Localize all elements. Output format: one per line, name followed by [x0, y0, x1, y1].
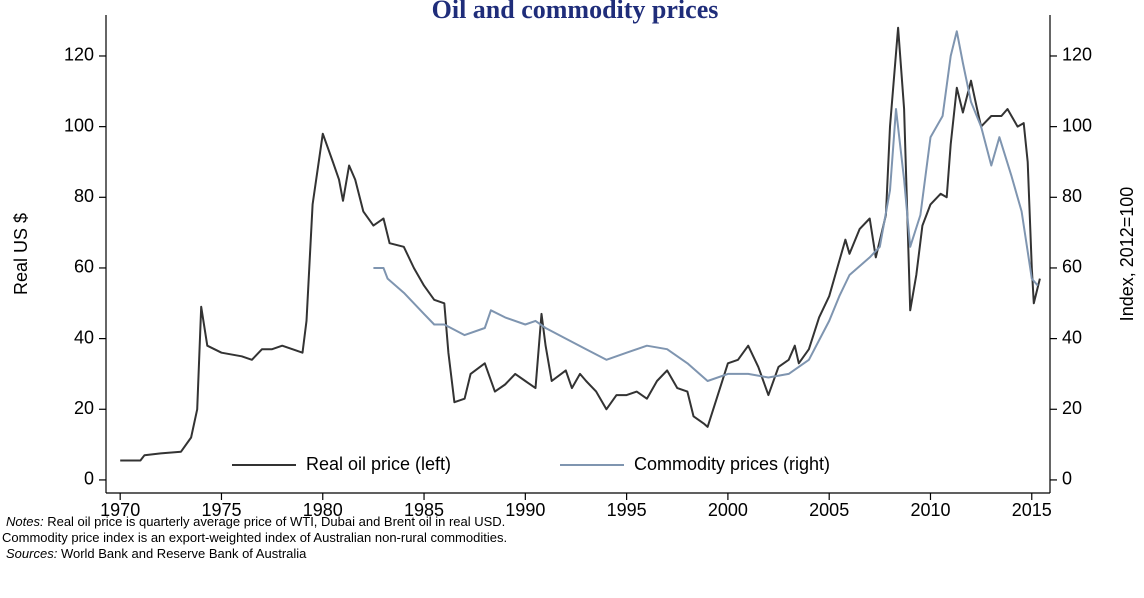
y-tick-label: 120: [64, 45, 94, 65]
x-tick-label: 1980: [303, 500, 343, 520]
notes: Notes: Real oil price is quarterly avera…: [6, 514, 505, 529]
y-tick-label: 0: [84, 469, 94, 489]
x-tick-label: 1985: [404, 500, 444, 520]
x-tick-label: 2000: [708, 500, 748, 520]
y2-tick-label: 40: [1062, 327, 1082, 347]
x-tick-label: 1975: [201, 500, 241, 520]
x-tick-label: 1970: [100, 500, 140, 520]
notes-text: Real oil price is quarterly average pric…: [47, 514, 505, 529]
y2-tick-label: 120: [1062, 45, 1092, 65]
y2-tick-label: 0: [1062, 469, 1072, 489]
series-line: [120, 26, 1041, 462]
series-line: [373, 30, 1039, 382]
x-tick-label: 2005: [809, 500, 849, 520]
y-axis-label: Real US $: [11, 213, 31, 295]
x-tick-label: 1995: [607, 500, 647, 520]
y-tick-label: 40: [74, 327, 94, 347]
y2-axis-label: Index, 2012=100: [1117, 187, 1137, 322]
y2-tick-label: 60: [1062, 257, 1082, 277]
y-tick-label: 80: [74, 186, 94, 206]
y2-tick-label: 100: [1062, 115, 1092, 135]
y2-tick-label: 80: [1062, 186, 1082, 206]
sources-text: World Bank and Reserve Bank of Australia: [61, 546, 307, 561]
notes-label: Notes:: [6, 514, 44, 529]
sources: Sources: World Bank and Reserve Bank of …: [6, 546, 307, 561]
sources-label: Sources:: [6, 546, 58, 561]
x-tick-label: 1990: [505, 500, 545, 520]
x-tick-label: 2015: [1012, 500, 1052, 520]
y-tick-label: 60: [74, 257, 94, 277]
y2-tick-label: 20: [1062, 398, 1082, 418]
legend-label: Real oil price (left): [306, 454, 451, 474]
y-tick-label: 20: [74, 398, 94, 418]
x-tick-label: 2010: [910, 500, 950, 520]
legend-label: Commodity prices (right): [634, 454, 830, 474]
notes-line2: Commodity price index is an export-weigh…: [2, 530, 507, 545]
chart-title: Oil and commodity prices: [432, 0, 719, 24]
y-tick-label: 100: [64, 115, 94, 135]
